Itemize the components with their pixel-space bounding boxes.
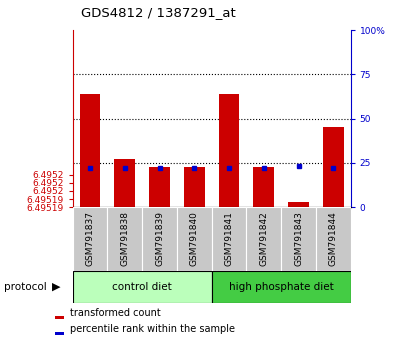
Text: GSM791842: GSM791842 [259, 212, 268, 266]
Bar [149, 167, 170, 207]
Bar [55, 316, 64, 319]
Bar [114, 159, 135, 207]
Bar [107, 207, 142, 271]
Bar [177, 207, 212, 271]
Bar [253, 167, 274, 207]
Bar [219, 95, 239, 207]
Text: transformed count: transformed count [70, 308, 161, 318]
Text: ▶: ▶ [52, 282, 60, 292]
Bar [184, 167, 205, 207]
Text: percentile rank within the sample: percentile rank within the sample [70, 324, 235, 333]
Text: GSM791843: GSM791843 [294, 211, 303, 267]
Text: protocol: protocol [4, 282, 47, 292]
Bar [316, 207, 351, 271]
Text: GSM791838: GSM791838 [120, 211, 129, 267]
Bar [212, 271, 351, 303]
Bar [73, 207, 107, 271]
Bar [80, 95, 100, 207]
Bar [73, 271, 212, 303]
Text: GSM791844: GSM791844 [329, 212, 338, 266]
Bar [55, 332, 64, 335]
Text: control diet: control diet [112, 282, 172, 292]
Bar [247, 207, 281, 271]
Text: GSM791840: GSM791840 [190, 211, 199, 267]
Text: GDS4812 / 1387291_at: GDS4812 / 1387291_at [81, 6, 236, 19]
Text: GSM791841: GSM791841 [225, 211, 234, 267]
Bar [323, 127, 344, 207]
Bar [281, 207, 316, 271]
Text: GSM791839: GSM791839 [155, 211, 164, 267]
Text: GSM791837: GSM791837 [85, 211, 95, 267]
Bar [288, 202, 309, 207]
Bar [142, 207, 177, 271]
Text: high phosphate diet: high phosphate diet [229, 282, 334, 292]
Bar [212, 207, 247, 271]
